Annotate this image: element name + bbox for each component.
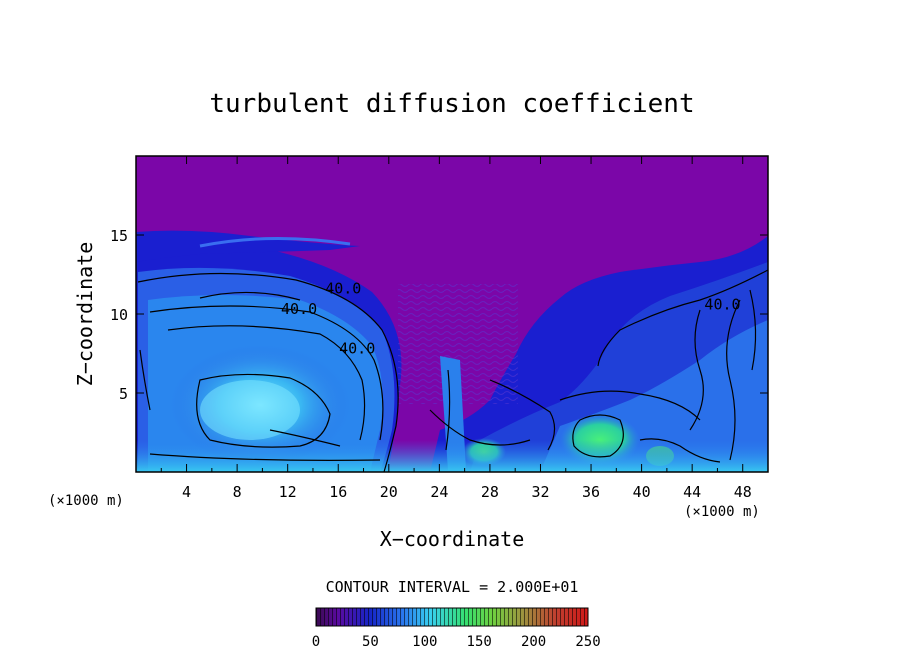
colorbar-tick-label: 250 xyxy=(575,634,600,650)
colorbar-tick-label: 50 xyxy=(362,634,379,650)
contour-line xyxy=(597,269,768,367)
left-vortex-core-bright xyxy=(200,380,300,440)
x-tick-label: 20 xyxy=(380,483,398,501)
x-tick-label: 16 xyxy=(329,483,347,501)
contour-label: 40.0 xyxy=(339,340,375,358)
contour-line xyxy=(639,438,721,463)
contour-line xyxy=(572,414,624,458)
contour-line xyxy=(559,390,701,421)
contour-label: 40.0 xyxy=(281,300,317,318)
x-tick-label: 24 xyxy=(430,483,448,501)
heatmap-field: 40.0 40.0 40.0 40.0 xyxy=(136,156,768,472)
colorbar-tick-label: 100 xyxy=(412,634,437,650)
contour-label: 40.0 xyxy=(325,279,361,297)
x-tick-label: 40 xyxy=(633,483,651,501)
x-tick-label: 48 xyxy=(734,483,752,501)
x-tick-label: 32 xyxy=(531,483,549,501)
colorbar: 0 50 100 150 200 250 xyxy=(312,607,601,650)
x-unit-left: (×1000 m) xyxy=(48,493,124,509)
contour-line xyxy=(269,429,341,447)
colorbar-ticks: 0 50 100 150 200 250 xyxy=(312,634,601,650)
surface-layer xyxy=(136,440,768,472)
contour-line xyxy=(199,291,301,301)
x-tick-label: 36 xyxy=(582,483,600,501)
x-tick-label: 8 xyxy=(233,483,242,501)
y-axis-label: Z−coordinate xyxy=(73,242,97,387)
contour-line xyxy=(749,289,757,371)
contour-line xyxy=(726,299,741,461)
chart-title: turbulent diffusion coefficient xyxy=(209,89,694,119)
colorbar-tick-label: 150 xyxy=(467,634,492,650)
contour-line xyxy=(167,325,366,441)
colorbar-frame xyxy=(315,607,589,627)
y-tick-label: 5 xyxy=(119,385,128,403)
x-axis-label: X−coordinate xyxy=(380,527,525,551)
upper-streak xyxy=(199,236,351,248)
contour-interval-text: CONTOUR INTERVAL = 2.000E+01 xyxy=(326,578,579,596)
contour-line xyxy=(137,272,399,472)
contour-label: 40.0 xyxy=(704,295,740,313)
upper-shear-layer xyxy=(136,230,360,262)
y-tick-label: 15 xyxy=(110,227,128,245)
contour-labels: 40.0 40.0 40.0 40.0 xyxy=(281,279,741,357)
x-tick-label: 44 xyxy=(683,483,701,501)
contour-line xyxy=(196,373,331,448)
contour-lines xyxy=(137,269,768,472)
colorbar-tick-label: 200 xyxy=(521,634,546,650)
x-tick-label: 12 xyxy=(279,483,297,501)
contour-line xyxy=(689,309,704,431)
contour-line xyxy=(149,305,384,441)
contour-line xyxy=(489,379,556,451)
x-tick-label: 4 xyxy=(182,483,191,501)
x-unit-right: (×1000 m) xyxy=(684,504,760,520)
y-tick-label: 10 xyxy=(110,306,128,324)
x-tick-label: 28 xyxy=(481,483,499,501)
contour-line xyxy=(429,409,531,446)
contour-line xyxy=(445,369,451,451)
contour-line xyxy=(139,349,151,411)
colorbar-stripes xyxy=(316,608,588,626)
contour-line xyxy=(149,453,381,461)
colorbar-tick-label: 0 xyxy=(312,634,320,650)
